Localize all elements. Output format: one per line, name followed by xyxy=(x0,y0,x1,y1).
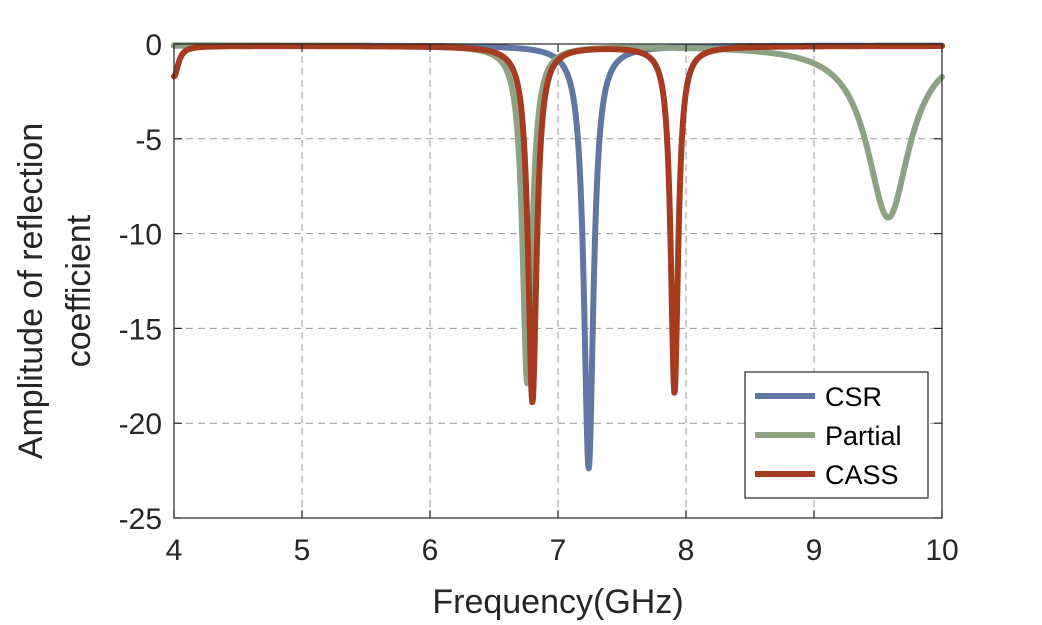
y-tick-label: 0 xyxy=(145,29,162,62)
y-tick-label: -15 xyxy=(119,313,162,346)
x-tick-label: 7 xyxy=(550,534,567,567)
x-tick-label: 10 xyxy=(925,534,958,567)
y-tick-label: -25 xyxy=(119,503,162,536)
x-axis-label: Frequency(GHz) xyxy=(432,583,683,621)
x-tick-label: 5 xyxy=(294,534,311,567)
y-axis-label-line-1: Amplitude of reflection xyxy=(12,123,50,459)
legend-label: CSR xyxy=(825,382,882,412)
legend-label: CASS xyxy=(825,460,899,490)
y-tick-label: -10 xyxy=(119,219,162,252)
tick-labels: 4 5 6 7 8 9 10 0 -5 -10 -15 -20 -25 xyxy=(119,29,959,567)
axis-ticks xyxy=(173,43,943,519)
legend-label: Partial xyxy=(825,421,902,451)
x-tick-label: 4 xyxy=(166,534,183,567)
legend: CSR Partial CASS xyxy=(744,371,929,499)
x-tick-label: 8 xyxy=(678,534,695,567)
y-axis-label: Amplitude of reflection coefficient xyxy=(12,123,98,459)
y-tick-label: -5 xyxy=(135,124,162,157)
x-tick-label: 6 xyxy=(422,534,439,567)
x-tick-label: 9 xyxy=(806,534,823,567)
y-tick-label: -20 xyxy=(119,408,162,441)
y-axis-label-line-2: coefficient xyxy=(60,214,98,367)
